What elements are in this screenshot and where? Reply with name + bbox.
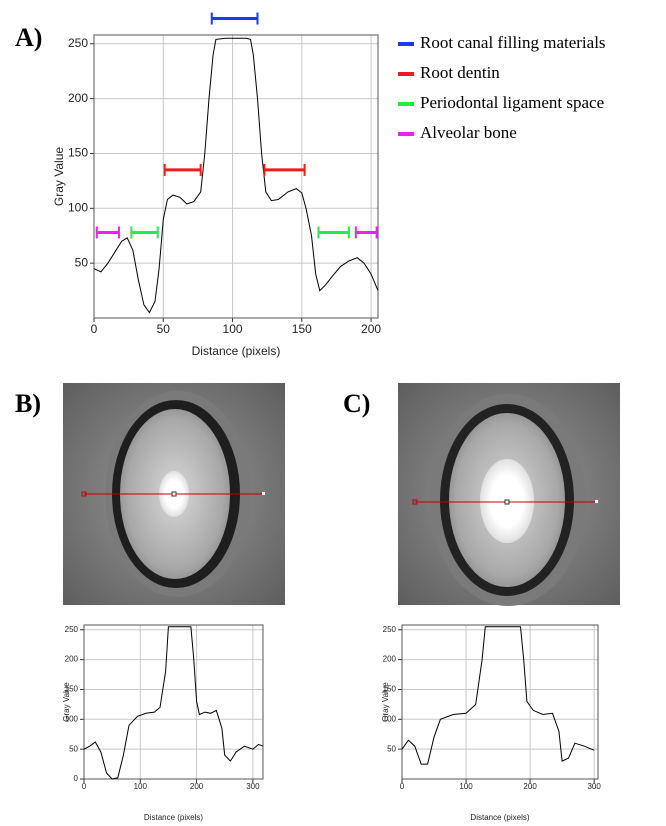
panel-label: C) (343, 389, 370, 418)
x-tick-label: 200 (523, 782, 537, 791)
y-tick-label: 0 (74, 774, 79, 783)
x-tick-label: 200 (361, 322, 381, 336)
y-tick-label: 200 (65, 655, 79, 664)
legend-label: Root dentin (420, 63, 500, 82)
panel-label: B) (15, 389, 41, 418)
x-tick-label: 0 (82, 782, 87, 791)
x-tick-label: 100 (134, 782, 148, 791)
x-tick-label: 200 (190, 782, 204, 791)
x-tick-label: 300 (587, 782, 601, 791)
y-tick-label: 200 (68, 91, 88, 105)
x-tick-label: 300 (246, 782, 260, 791)
ct-image-c (398, 383, 620, 606)
x-tick-label: 100 (223, 322, 243, 336)
x-axis-title: Distance (pixels) (144, 813, 203, 822)
y-tick-label: 200 (383, 655, 397, 664)
range-bar (212, 13, 258, 25)
legend-label: Alveolar bone (420, 123, 517, 142)
y-tick-label: 50 (75, 255, 89, 269)
x-tick-label: 0 (91, 322, 98, 336)
y-tick-label: 50 (69, 744, 78, 753)
y-tick-label: 250 (65, 625, 79, 634)
x-tick-label: 100 (459, 782, 473, 791)
y-axis-title: Gray Value (62, 682, 71, 722)
x-tick-label: 50 (157, 322, 171, 336)
legend-label: Root canal filling materials (420, 33, 606, 52)
y-axis-title: Gray Value (381, 682, 390, 722)
plot-area (84, 625, 263, 779)
ct-image-b (63, 383, 285, 605)
x-axis-title: Distance (pixels) (192, 344, 281, 358)
x-tick-label: 0 (400, 782, 405, 791)
y-tick-label: 150 (68, 146, 88, 160)
x-tick-label: 150 (292, 322, 312, 336)
panel-label: A) (15, 23, 42, 52)
y-axis-title: Gray Value (52, 147, 66, 206)
y-tick-label: 100 (68, 200, 88, 214)
x-axis-title: Distance (pixels) (470, 813, 529, 822)
figure: A) 0 50 100 150 200 50 100 150 200 250 Distance (pi… (0, 0, 666, 826)
y-tick-label: 50 (387, 744, 396, 753)
y-tick-label: 250 (68, 36, 88, 50)
plot-area (402, 625, 598, 779)
legend-label: Periodontal ligament space (420, 93, 604, 112)
y-tick-label: 250 (383, 625, 397, 634)
plot-area (94, 35, 378, 318)
